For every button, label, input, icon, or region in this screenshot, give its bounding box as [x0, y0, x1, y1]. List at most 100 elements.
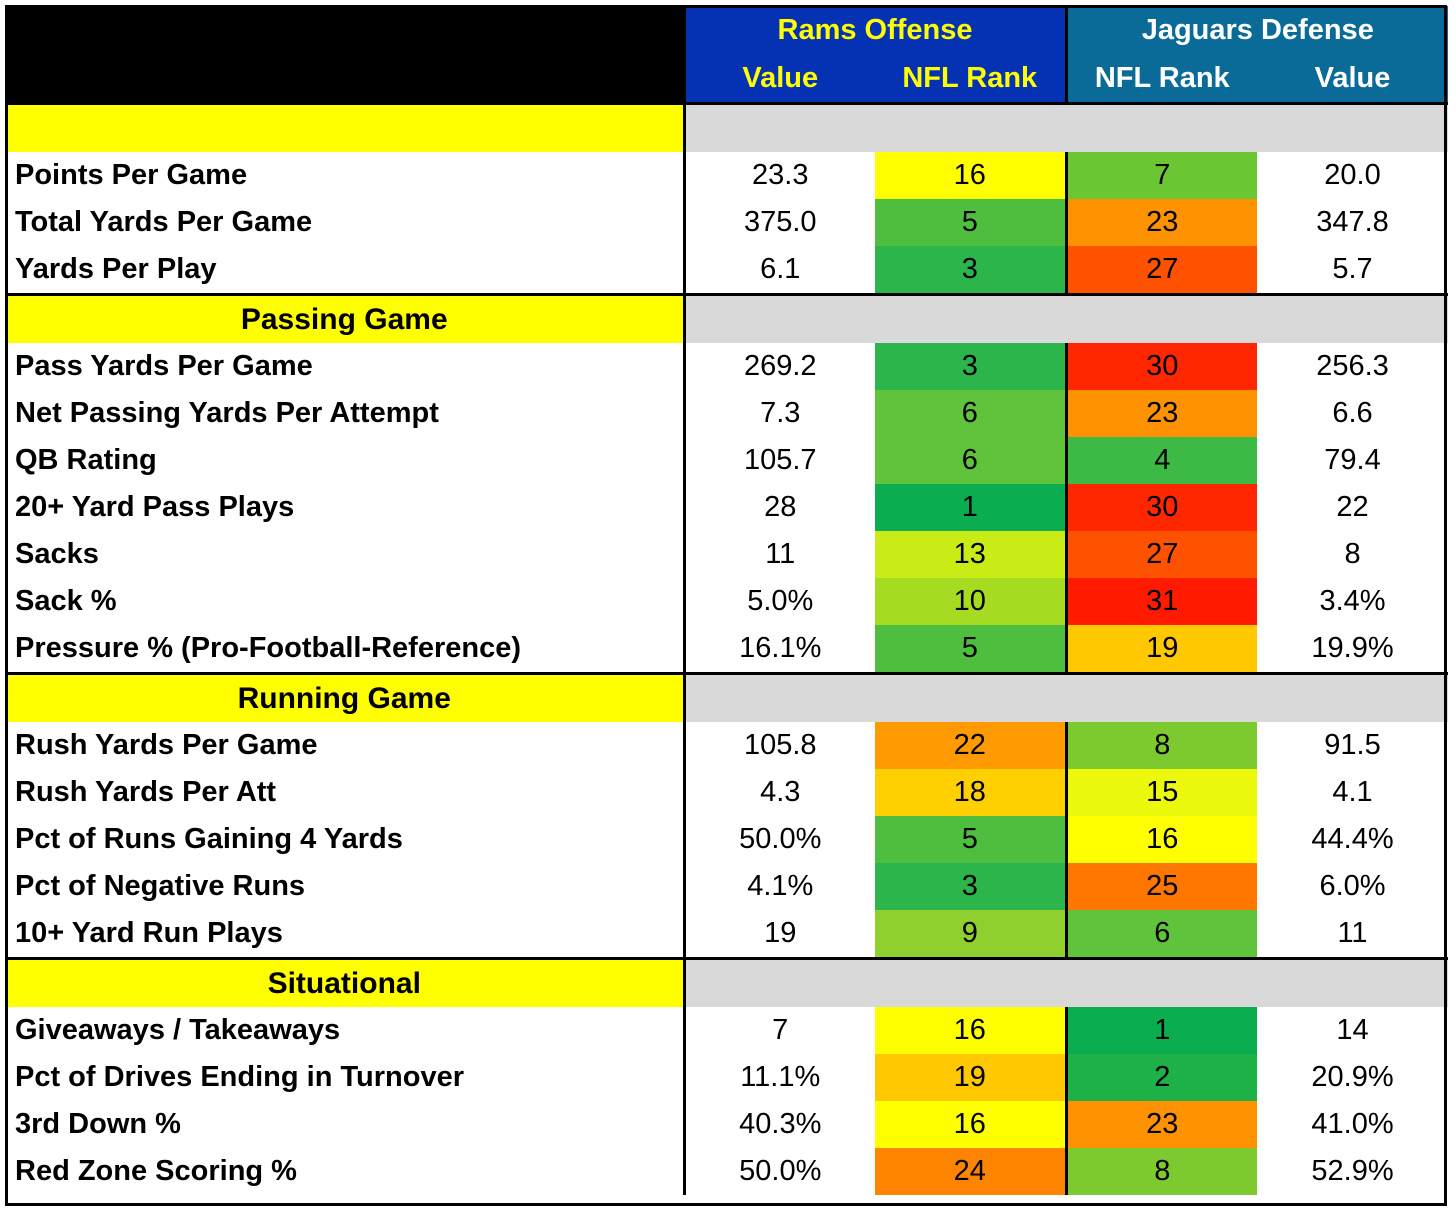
- rams-nfl-rank: 16: [875, 152, 1068, 199]
- rams-value: 50.0%: [739, 1155, 822, 1187]
- rams-value: 105.8: [743, 729, 817, 761]
- table-row: QB Rating 105.7 6 4 79.4: [6, 437, 1448, 484]
- rams-nfl-rank: 10: [875, 578, 1068, 625]
- table-row: Red Zone Scoring % 50.0% 24 8 52.9%: [6, 1148, 1448, 1195]
- table-row: Sacks 11 13 27 8: [6, 531, 1448, 578]
- jaguars-nfl-rank: 15: [1066, 769, 1258, 816]
- section-header-row: [6, 103, 1449, 152]
- rams-value: 19: [764, 917, 797, 949]
- jaguars-value: 11: [1337, 917, 1368, 949]
- jaguars-value: 347.8: [1316, 206, 1389, 238]
- jaguars-nfl-rank: 23: [1066, 1101, 1258, 1148]
- stat-label: 3rd Down %: [6, 1101, 686, 1148]
- jaguars-value: 52.9%: [1311, 1155, 1394, 1187]
- stat-label: 20+ Yard Pass Plays: [6, 484, 686, 531]
- rams-value: 5.0%: [747, 585, 814, 617]
- jaguars-value: 8: [1344, 538, 1361, 570]
- rams-nfl-rank: 3: [875, 343, 1068, 390]
- jaguars-value: 3.4%: [1319, 585, 1386, 617]
- stat-label: Sacks: [6, 531, 686, 578]
- jaguars-value: 20.0: [1324, 159, 1381, 191]
- rams-nfl-rank: 5: [875, 625, 1068, 674]
- stat-label: Pct of Negative Runs: [6, 863, 686, 910]
- stat-label: Rush Yards Per Att: [6, 769, 686, 816]
- jaguars-nfl-rank: 27: [1066, 246, 1258, 295]
- rams-value: 269.2: [743, 350, 817, 382]
- stat-label: Pass Yards Per Game: [6, 343, 686, 390]
- rams-nfl-rank: 13: [875, 531, 1068, 578]
- jaguars-nfl-rank: 31: [1066, 578, 1258, 625]
- stat-label: Sack %: [6, 578, 686, 625]
- rams-value: 23.3: [752, 159, 809, 191]
- jaguars-nfl-rank: 23: [1066, 199, 1258, 246]
- jaguars-nfl-rank: 8: [1066, 1148, 1258, 1195]
- header-row-columns: Value NFL Rank NFL Rank Value: [6, 54, 1449, 104]
- stat-label: QB Rating: [6, 437, 686, 484]
- header-row-teams: Rams Offense Jaguars Defense: [6, 6, 1449, 104]
- table-row: Points Per Game 23.3 16 7 20.0: [6, 152, 1448, 199]
- section-title: Running Game: [6, 673, 686, 722]
- jaguars-defense-title: Jaguars Defense: [1066, 6, 1449, 54]
- table-row: Yards Per Play 6.1 3 27 5.7: [6, 246, 1448, 295]
- section-title: Passing Game: [6, 294, 686, 343]
- rams-nfl-rank: 22: [875, 722, 1068, 769]
- table-row: 3rd Down % 40.3% 16 23 41.0%: [6, 1101, 1448, 1148]
- rams-value: 6.1: [760, 253, 801, 285]
- table-row: Rush Yards Per Att 4.3 18 15 4.1: [6, 769, 1448, 816]
- table-row: Pct of Drives Ending in Turnover 11.1% 19 2…: [6, 1054, 1448, 1101]
- table-row: Pressure % (Pro-Football-Reference) 16.1%…: [6, 625, 1448, 674]
- stat-label: Points Per Game: [6, 152, 686, 199]
- rams-value: 7: [772, 1014, 789, 1046]
- jaguars-nfl-rank: 30: [1066, 343, 1258, 390]
- rams-nfl-rank: 16: [875, 1007, 1068, 1054]
- rams-nfl-rank: 18: [875, 769, 1068, 816]
- rams-rank-header: NFL Rank: [875, 54, 1068, 104]
- stat-label: Pct of Drives Ending in Turnover: [6, 1054, 686, 1101]
- rams-nfl-rank: 9: [875, 910, 1068, 959]
- jaguars-value: 19.9%: [1311, 632, 1394, 664]
- stat-label: Total Yards Per Game: [6, 199, 686, 246]
- table-row: Net Passing Yards Per Attempt 7.3 6 23 6.6: [6, 390, 1448, 437]
- stat-label: 10+ Yard Run Plays: [6, 910, 686, 959]
- jaguars-nfl-rank: 4: [1066, 437, 1258, 484]
- table-row: Rush Yards Per Game 105.8 22 8 91.5: [6, 722, 1448, 769]
- jaguars-nfl-rank: 27: [1066, 531, 1258, 578]
- rams-nfl-rank: 1: [875, 484, 1068, 531]
- jaguars-nfl-rank: 1: [1066, 1007, 1258, 1054]
- jaguars-nfl-rank: 30: [1066, 484, 1258, 531]
- rams-value: 16.1%: [739, 632, 822, 664]
- rams-value: 375.0: [743, 206, 817, 238]
- jaguars-value: 44.4%: [1311, 823, 1394, 855]
- jaguars-value: 91.5: [1324, 729, 1381, 761]
- section-title: Situational: [6, 958, 686, 1007]
- rams-value: 50.0%: [739, 823, 822, 855]
- jaguars-nfl-rank: 19: [1066, 625, 1258, 674]
- rams-nfl-rank: 5: [875, 199, 1068, 246]
- rams-nfl-rank: 3: [875, 863, 1068, 910]
- table-row: Total Yards Per Game 375.0 5 23 347.8: [6, 199, 1448, 246]
- jaguars-nfl-rank: 2: [1066, 1054, 1258, 1101]
- section-header-row: Situational: [6, 958, 1449, 1007]
- rams-nfl-rank: 3: [875, 246, 1068, 295]
- stat-label: Rush Yards Per Game: [6, 722, 686, 769]
- section-gray-band: [684, 673, 1449, 722]
- jaguars-nfl-rank: 25: [1066, 863, 1258, 910]
- stat-label: Giveaways / Takeaways: [6, 1007, 686, 1054]
- rams-value: 40.3%: [739, 1108, 822, 1140]
- table-row: Pct of Negative Runs 4.1% 3 25 6.0%: [6, 863, 1448, 910]
- rams-value-header: Value: [684, 54, 875, 104]
- jaguars-value: 14: [1336, 1014, 1369, 1046]
- rams-value: 4.3: [760, 776, 801, 808]
- jaguars-rank-header: NFL Rank: [1066, 54, 1258, 104]
- stat-label: Pressure % (Pro-Football-Reference): [6, 625, 686, 674]
- jaguars-value-header: Value: [1257, 54, 1449, 104]
- table-row: Pct of Runs Gaining 4 Yards 50.0% 5 16 44.4%: [6, 816, 1448, 863]
- stat-label: Red Zone Scoring %: [6, 1148, 686, 1195]
- rams-nfl-rank: 24: [875, 1148, 1068, 1195]
- table-row: Sack % 5.0% 10 31 3.4%: [6, 578, 1448, 625]
- section-header-row: Running Game: [6, 673, 1449, 722]
- rams-value: 105.7: [743, 444, 817, 476]
- jaguars-nfl-rank: 7: [1066, 152, 1258, 199]
- rams-value: 11: [765, 538, 796, 570]
- jaguars-value: 6.0%: [1319, 870, 1386, 902]
